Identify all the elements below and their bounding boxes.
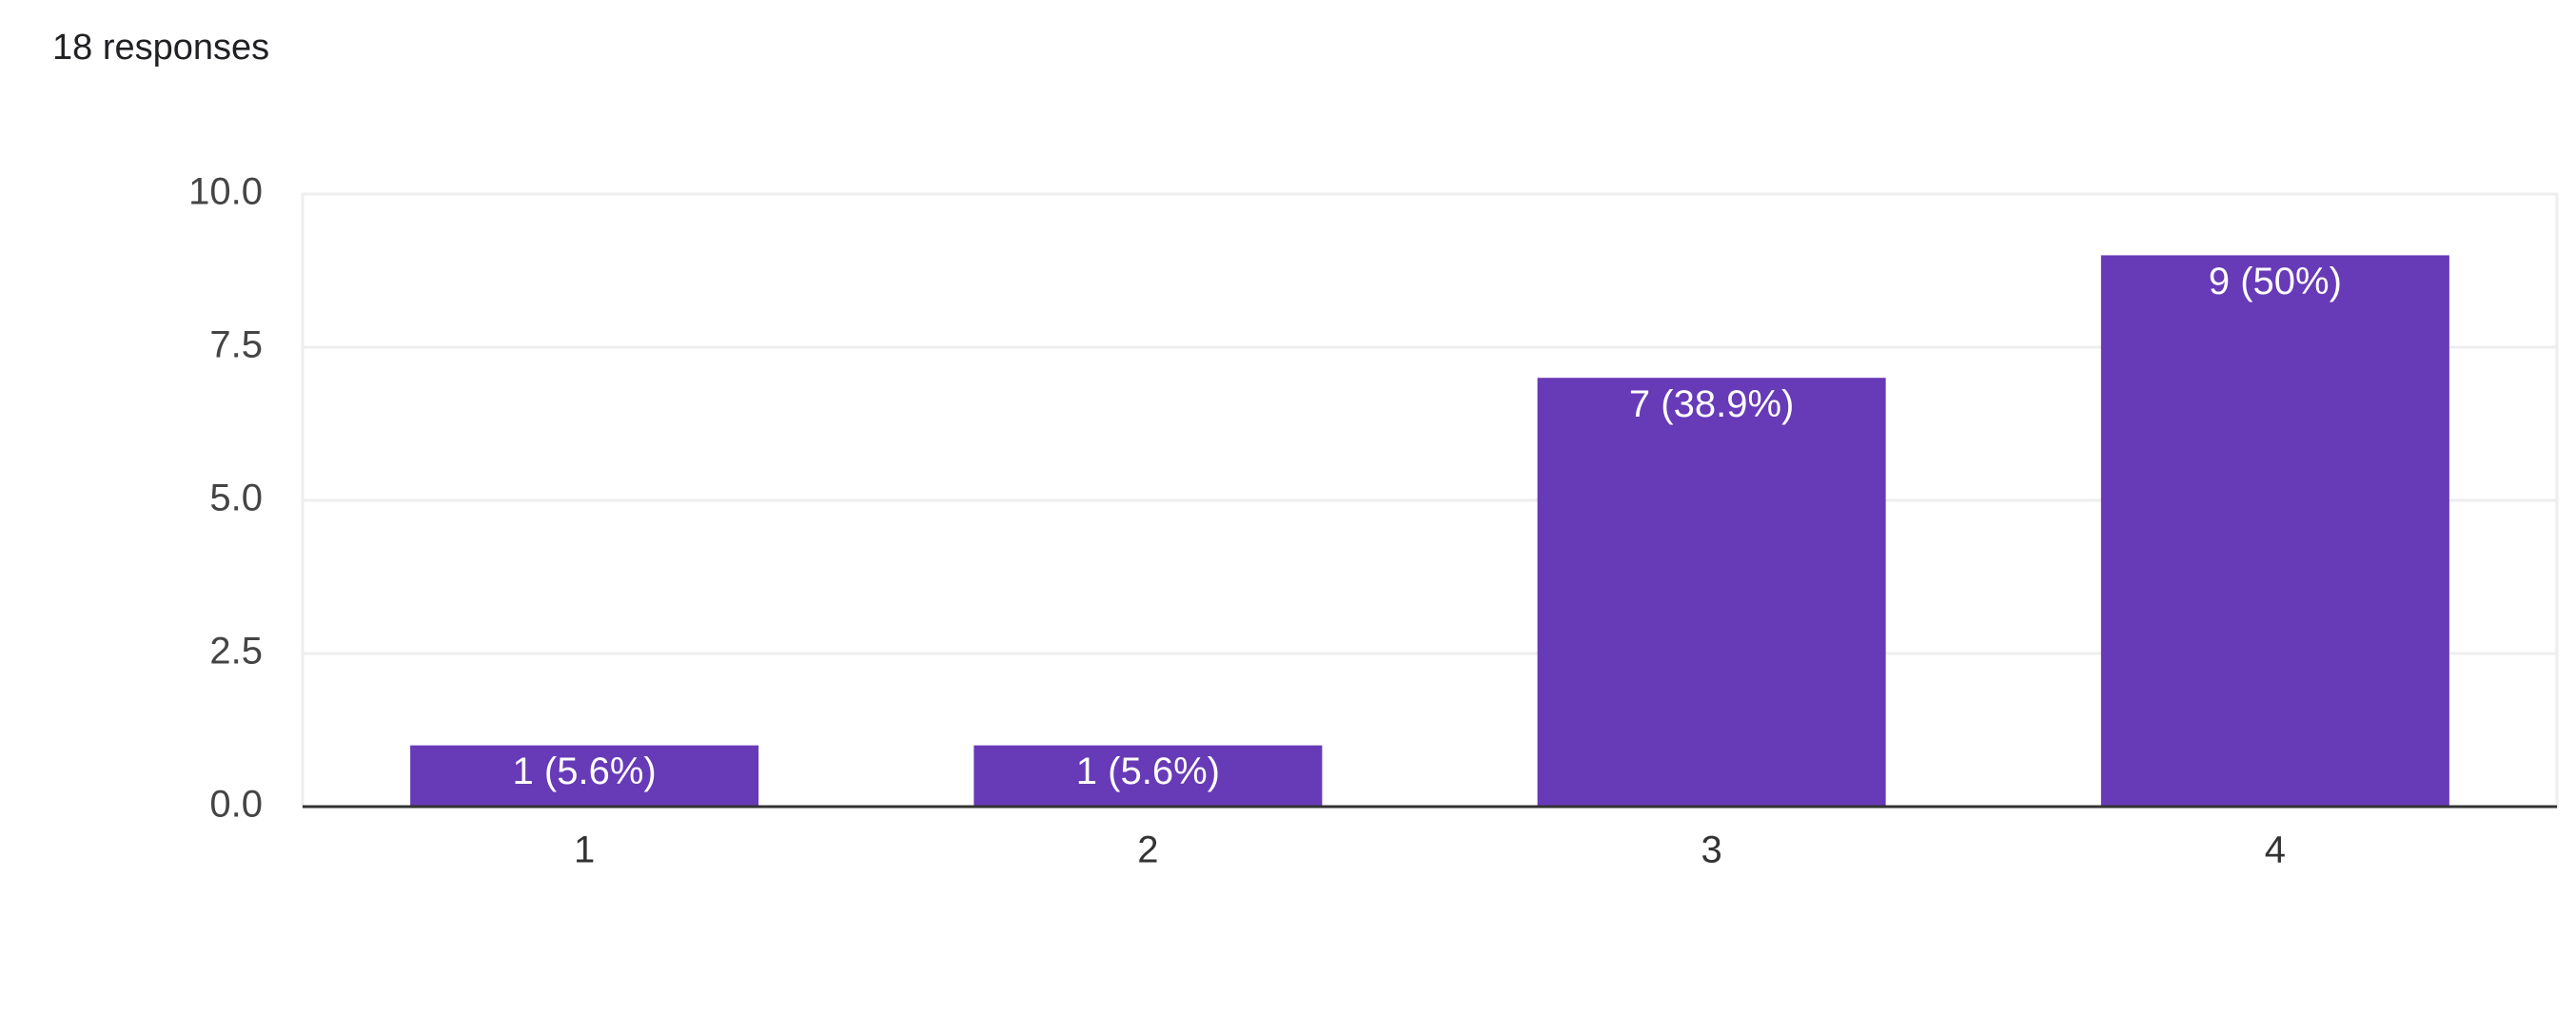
data-label: 1 (5.6%) bbox=[513, 751, 657, 792]
x-tick-label: 3 bbox=[1701, 829, 1722, 871]
y-tick-label: 10.0 bbox=[188, 171, 263, 213]
data-label: 9 (50%) bbox=[2209, 261, 2342, 302]
data-label: 7 (38.9%) bbox=[1629, 383, 1794, 425]
bar bbox=[1537, 378, 1886, 807]
y-tick-label: 2.5 bbox=[209, 631, 263, 673]
y-tick-label: 7.5 bbox=[209, 324, 263, 366]
y-tick-label: 0.0 bbox=[209, 784, 263, 826]
x-tick-label: 2 bbox=[1137, 829, 1158, 871]
data-label: 1 (5.6%) bbox=[1076, 751, 1220, 792]
bar bbox=[2100, 255, 2449, 807]
bar bbox=[973, 745, 1323, 807]
x-tick-label: 1 bbox=[574, 829, 595, 871]
y-tick-label: 5.0 bbox=[209, 478, 263, 519]
chart-title: 18 responses bbox=[52, 28, 269, 68]
x-tick-label: 4 bbox=[2265, 829, 2286, 871]
bar bbox=[410, 745, 759, 807]
